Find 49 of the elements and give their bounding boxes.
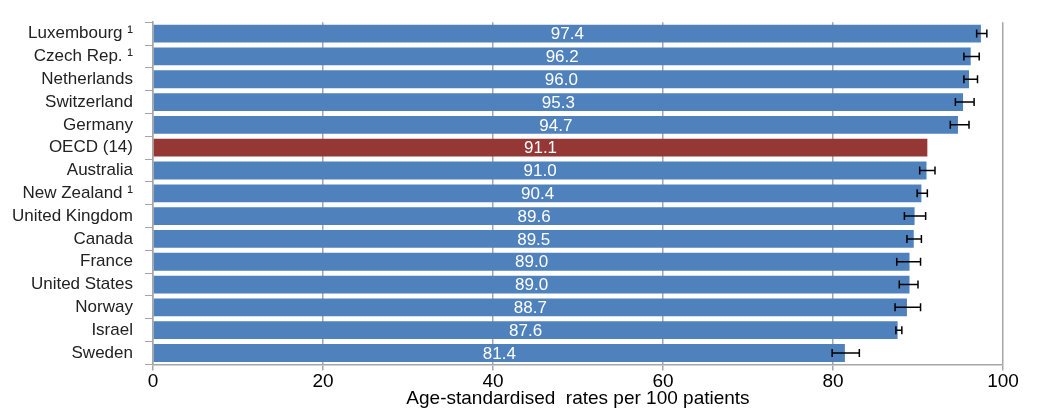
data-label: 89.5: [517, 229, 551, 249]
data-label: 90.4: [521, 183, 555, 203]
data-label: 96.2: [545, 47, 579, 67]
x-tick-label: 20: [312, 370, 334, 392]
data-label: 97.4: [550, 24, 584, 44]
y-tick-label: Norway: [75, 297, 134, 317]
bar: [153, 321, 898, 340]
bar: [153, 252, 910, 271]
y-tick-label: Sweden: [71, 342, 133, 362]
bar: [153, 230, 914, 248]
y-tick-label: Israel: [91, 319, 133, 339]
y-tick-label: Switzerland: [45, 91, 133, 111]
y-tick-label: OECD (14): [48, 137, 133, 157]
x-tick-label: 0: [147, 370, 159, 392]
bar: [153, 24, 981, 43]
data-label: 89.0: [515, 252, 549, 272]
bar: [153, 47, 971, 66]
bar: [153, 138, 928, 157]
y-tick-label: United States: [30, 274, 133, 294]
data-label: 91.0: [523, 161, 557, 181]
y-tick-label: Czech Rep. ¹: [33, 46, 134, 66]
x-tick-label: 80: [822, 370, 844, 392]
y-tick-label: Australia: [66, 160, 134, 180]
data-label: 88.7: [513, 298, 547, 318]
bar: [153, 184, 922, 203]
y-tick-label: Germany: [63, 114, 134, 134]
bar: [153, 344, 845, 362]
y-tick-label: Netherlands: [41, 68, 133, 88]
data-label: 89.0: [515, 275, 549, 295]
bar: [153, 161, 927, 180]
y-tick-label: New Zealand ¹: [22, 182, 134, 202]
data-label: 96.0: [544, 69, 578, 89]
y-tick-label: Luxembourg ¹: [28, 23, 134, 43]
data-label: 91.1: [523, 138, 558, 158]
bar: [153, 275, 910, 294]
data-label: 87.6: [509, 320, 543, 340]
data-label: 95.3: [541, 92, 575, 112]
bar: [153, 70, 969, 89]
y-tick-label: United Kingdom: [11, 205, 133, 225]
bar: [153, 93, 964, 111]
bar: [153, 115, 958, 134]
data-label: 89.6: [517, 206, 551, 226]
x-tick-label: 100: [987, 370, 1019, 392]
y-tick-label: France: [80, 251, 133, 271]
data-label: 81.4: [482, 343, 516, 363]
y-tick-label: Canada: [73, 228, 134, 248]
data-label: 94.7: [539, 115, 573, 135]
bar: [153, 207, 915, 226]
bar: [153, 298, 907, 317]
